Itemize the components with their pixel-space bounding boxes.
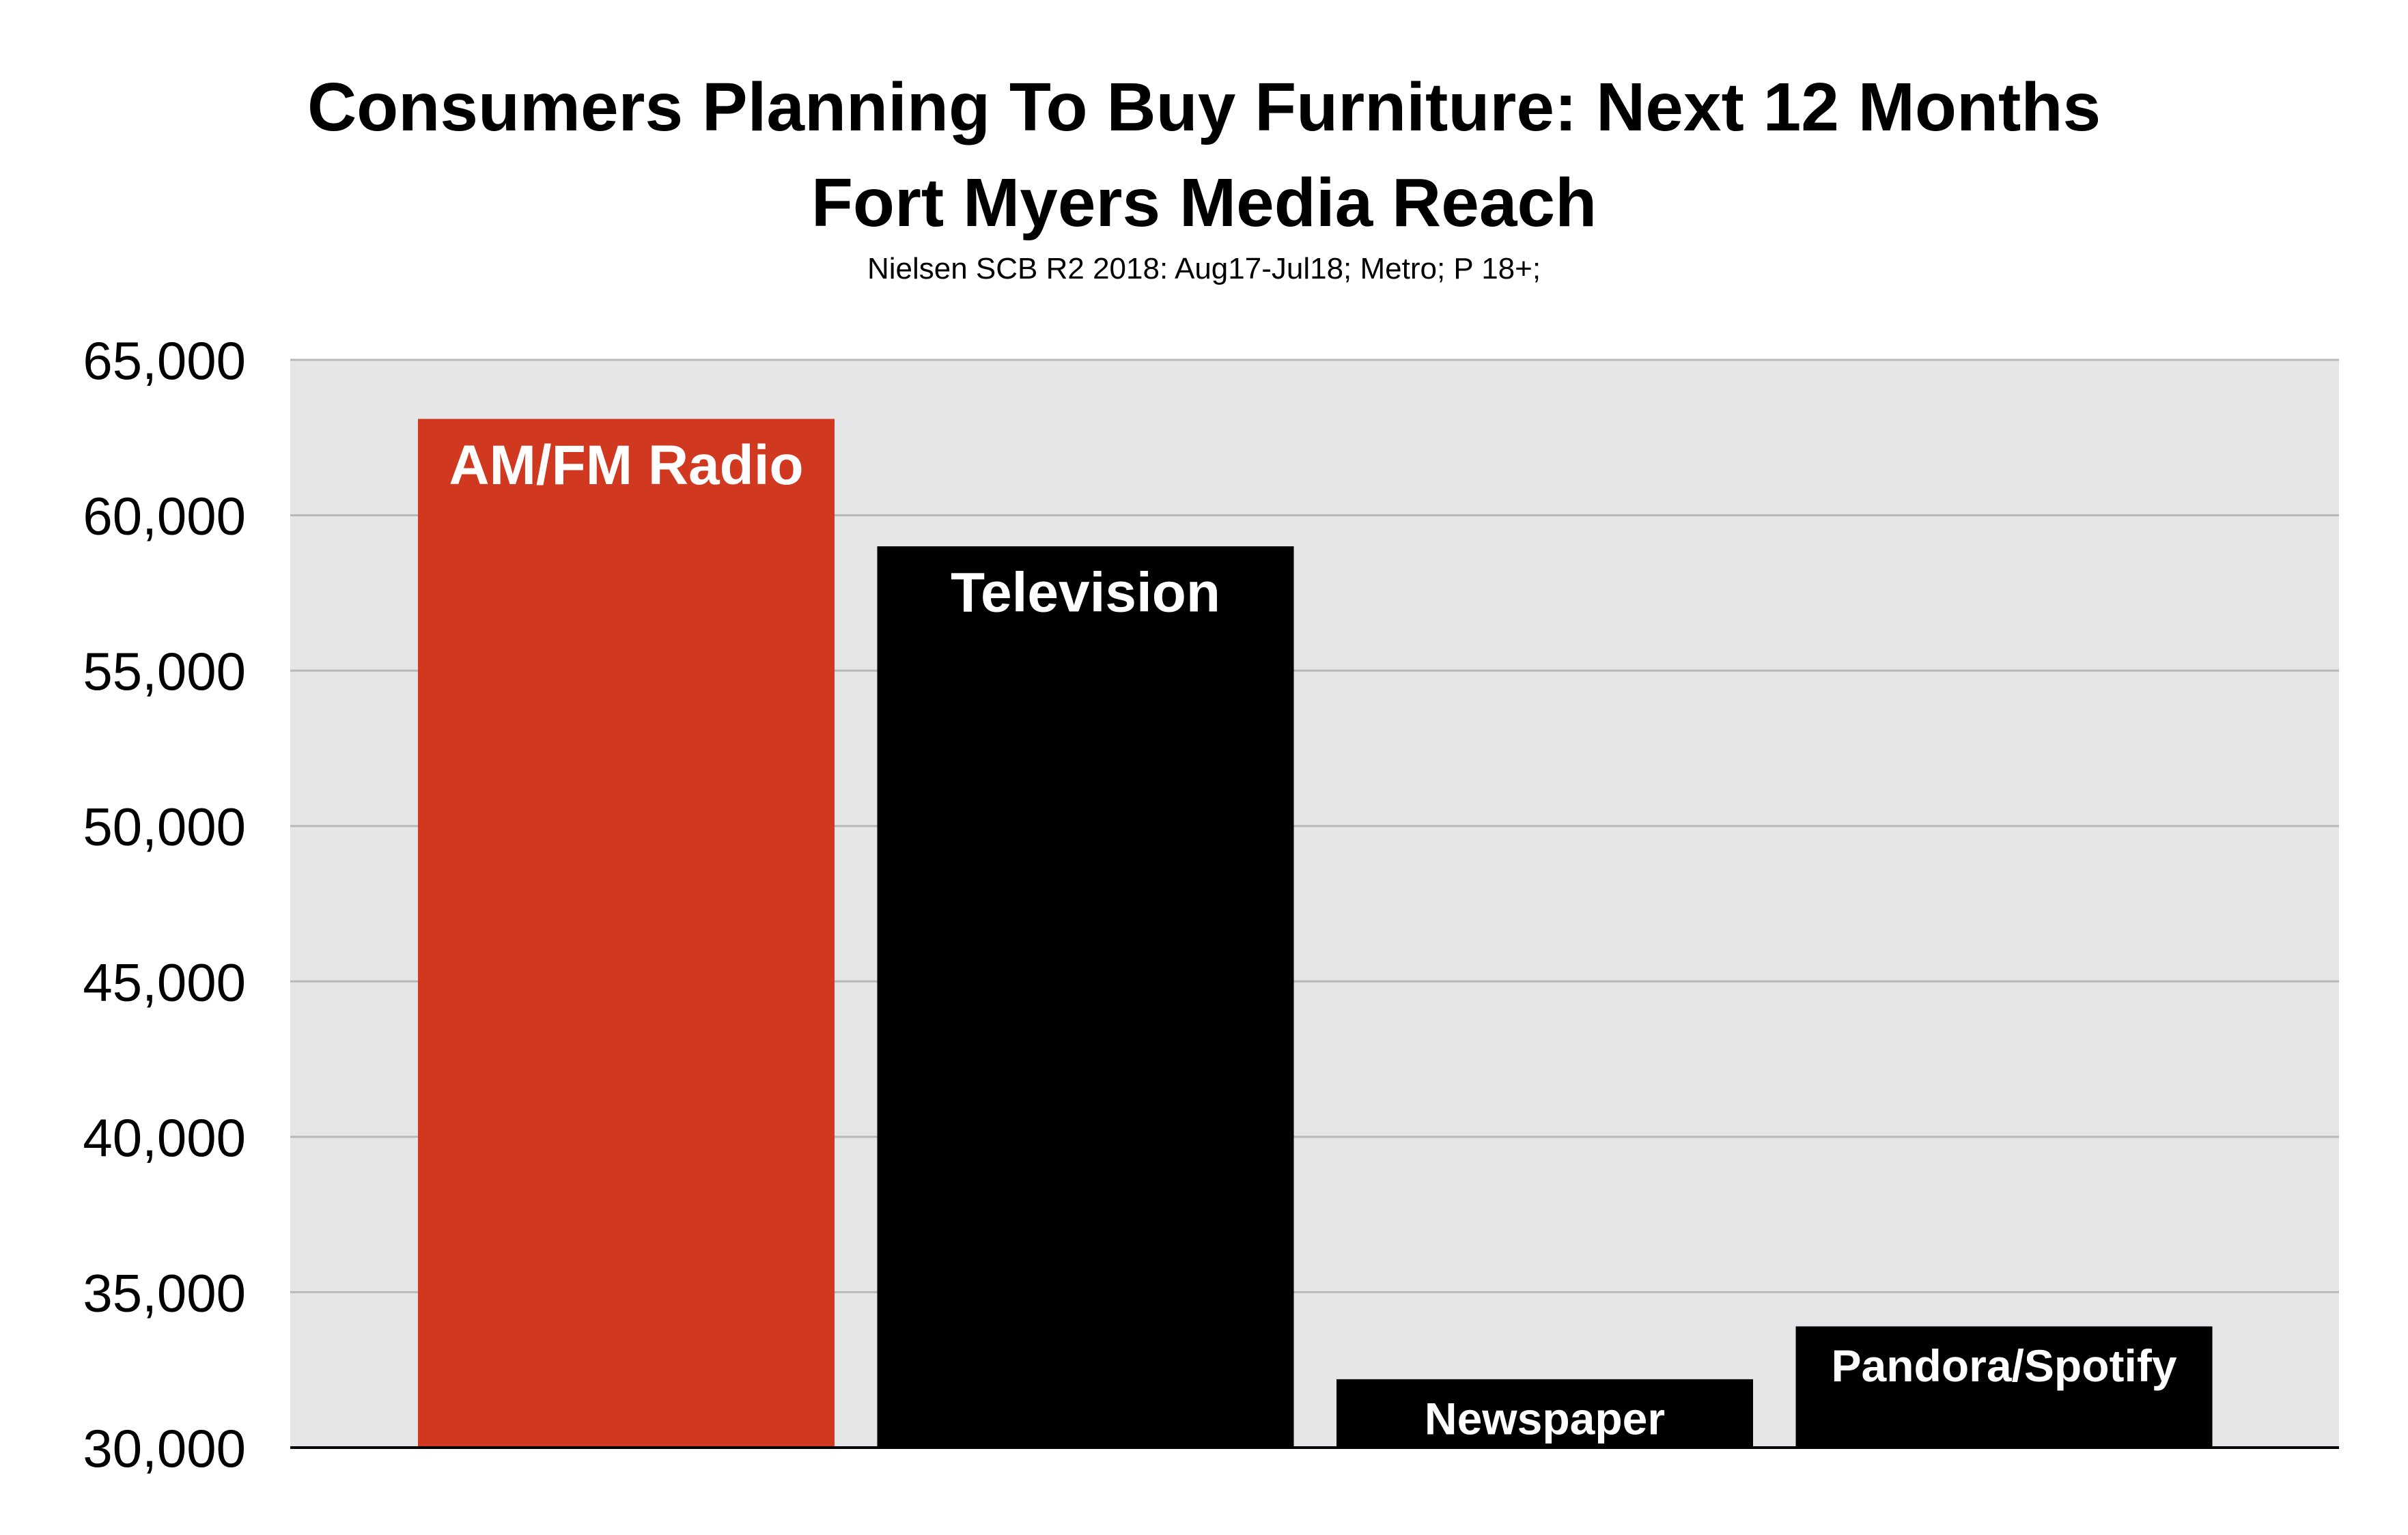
y-tick-label: 55,000: [83, 641, 246, 701]
y-tick-label: 60,000: [83, 486, 246, 546]
bar-label: Pandora/Spotify: [1831, 1340, 2176, 1391]
bar: [1336, 1379, 1753, 1448]
bar: [877, 546, 1294, 1448]
bar-label: AM/FM Radio: [449, 434, 803, 496]
chart-title: Consumers Planning To Buy Furniture: Nex…: [307, 69, 2101, 145]
y-tick-label: 65,000: [83, 330, 246, 391]
y-tick-label: 30,000: [83, 1418, 246, 1478]
bar-label: Television: [951, 562, 1220, 624]
chart-subtitle: Nielsen SCB R2 2018: Aug17-Jul18; Metro;…: [867, 252, 1541, 285]
y-tick-label: 35,000: [83, 1263, 246, 1323]
bar-label: Newspaper: [1425, 1394, 1665, 1444]
bar: [1795, 1326, 2213, 1448]
chart-title-line2: Fort Myers Media Reach: [811, 165, 1597, 241]
y-tick-label: 50,000: [83, 797, 246, 857]
y-tick-label: 40,000: [83, 1108, 246, 1168]
y-tick-label: 45,000: [83, 952, 246, 1012]
bar: [418, 419, 835, 1448]
